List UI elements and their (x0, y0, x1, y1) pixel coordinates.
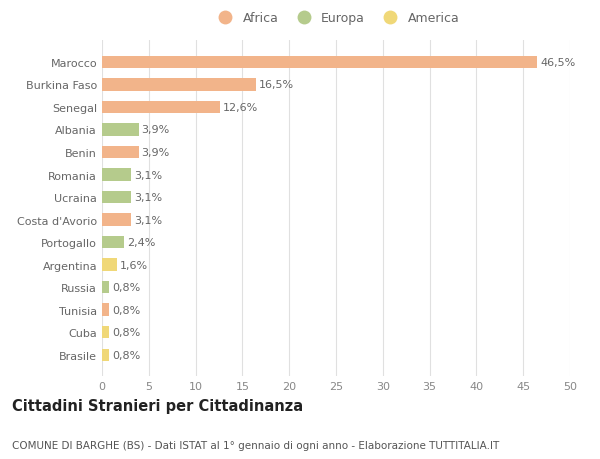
Bar (102, 259, 117, 271)
Text: 3,1%: 3,1% (134, 193, 162, 202)
Legend: Africa, Europa, America: Africa, Europa, America (208, 7, 464, 30)
Bar (102, 349, 109, 361)
Text: 0,8%: 0,8% (112, 350, 140, 360)
Bar (102, 326, 109, 339)
Text: 12,6%: 12,6% (223, 103, 258, 112)
Bar (102, 56, 537, 69)
Bar (102, 281, 109, 294)
Text: COMUNE DI BARGHE (BS) - Dati ISTAT al 1° gennaio di ogni anno - Elaborazione TUT: COMUNE DI BARGHE (BS) - Dati ISTAT al 1°… (12, 440, 499, 450)
Text: 0,8%: 0,8% (112, 305, 140, 315)
Bar (102, 191, 131, 204)
Bar (102, 214, 131, 226)
Text: 46,5%: 46,5% (540, 58, 575, 68)
Text: Cittadini Stranieri per Cittadinanza: Cittadini Stranieri per Cittadinanza (12, 398, 303, 413)
Text: 3,1%: 3,1% (134, 215, 162, 225)
Text: 3,9%: 3,9% (142, 148, 170, 157)
Text: 1,6%: 1,6% (120, 260, 148, 270)
Bar (102, 146, 139, 159)
Bar (102, 236, 124, 249)
Bar (102, 169, 131, 181)
Text: 3,9%: 3,9% (142, 125, 170, 135)
Bar (102, 101, 220, 114)
Bar (102, 79, 256, 91)
Bar (102, 304, 109, 316)
Text: 2,4%: 2,4% (127, 238, 155, 247)
Bar (102, 124, 139, 136)
Text: 0,8%: 0,8% (112, 283, 140, 292)
Text: 3,1%: 3,1% (134, 170, 162, 180)
Text: 0,8%: 0,8% (112, 328, 140, 337)
Text: 16,5%: 16,5% (259, 80, 295, 90)
